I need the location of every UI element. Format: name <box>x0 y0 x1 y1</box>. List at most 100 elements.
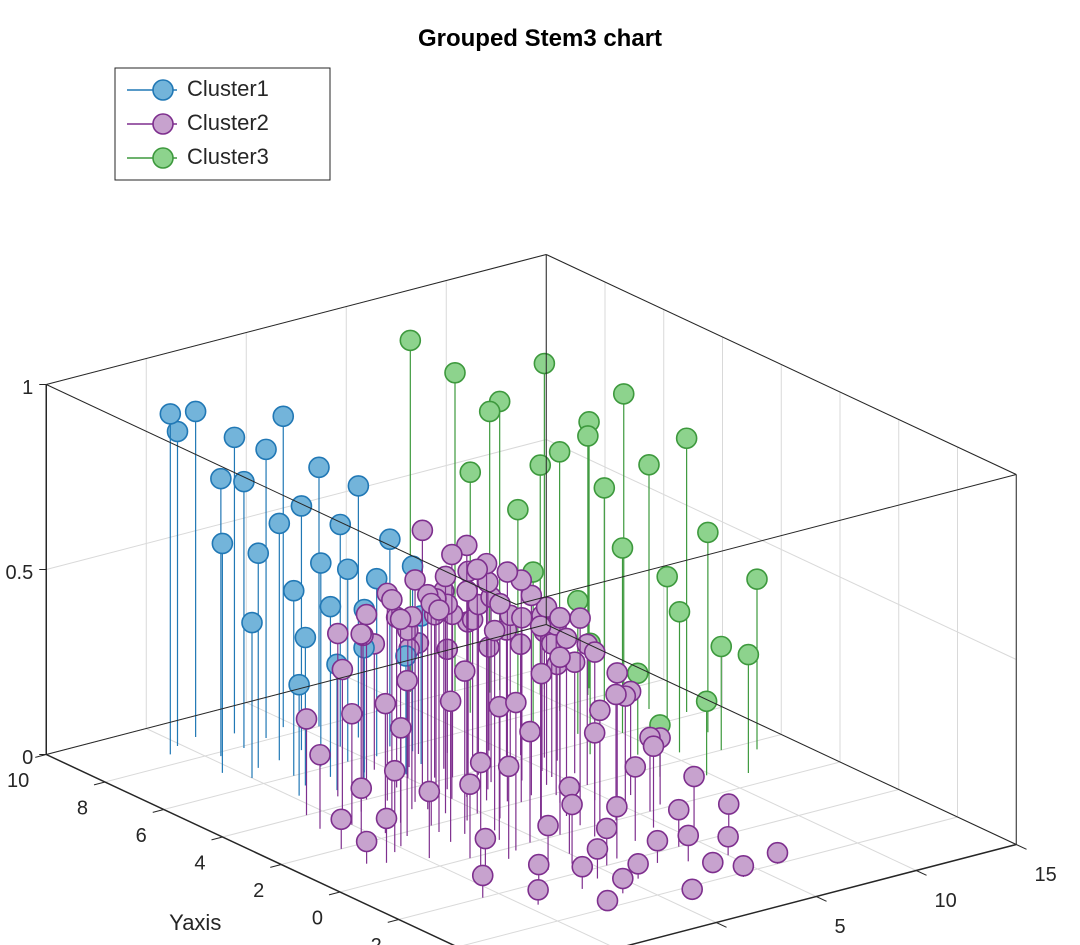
tick-label: 10 <box>7 770 29 792</box>
marker <box>391 718 411 738</box>
marker <box>684 767 704 787</box>
marker <box>534 354 554 374</box>
tick-label: Yaxis <box>169 910 221 935</box>
marker <box>419 781 439 801</box>
marker <box>613 538 633 558</box>
marker <box>375 694 395 714</box>
marker <box>211 469 231 489</box>
marker <box>436 566 456 586</box>
marker <box>528 880 548 900</box>
marker <box>614 384 634 404</box>
marker <box>657 567 677 587</box>
marker <box>572 857 592 877</box>
marker <box>289 675 309 695</box>
marker <box>597 818 617 838</box>
tick-label: 8 <box>77 797 88 819</box>
marker <box>457 581 477 601</box>
marker <box>397 671 417 691</box>
marker <box>678 825 698 845</box>
tick-label: 4 <box>194 852 205 874</box>
marker <box>625 757 645 777</box>
marker <box>357 831 377 851</box>
stem-plot <box>160 330 787 910</box>
marker <box>351 778 371 798</box>
marker <box>590 700 610 720</box>
marker <box>331 809 351 829</box>
tick-label: 1 <box>22 377 33 399</box>
marker <box>682 879 702 899</box>
marker <box>291 496 311 516</box>
marker <box>606 684 626 704</box>
tick-label: 10 <box>935 890 957 912</box>
marker <box>382 590 402 610</box>
tick-label: -2 <box>364 935 382 945</box>
marker <box>269 513 289 533</box>
marker <box>480 401 500 421</box>
tick-label: 0 <box>22 747 33 769</box>
marker <box>508 500 528 520</box>
marker <box>400 330 420 350</box>
marker <box>703 853 723 873</box>
marker <box>768 843 788 863</box>
marker <box>473 865 493 885</box>
legend-marker <box>153 114 173 134</box>
marker <box>471 753 491 773</box>
marker <box>429 600 449 620</box>
marker <box>467 559 487 579</box>
marker <box>538 816 558 836</box>
marker <box>506 693 526 713</box>
marker <box>256 439 276 459</box>
marker <box>499 756 519 776</box>
marker <box>295 628 315 648</box>
marker <box>585 723 605 743</box>
marker <box>698 522 718 542</box>
marker <box>273 406 293 426</box>
marker <box>628 663 648 683</box>
marker <box>747 569 767 589</box>
marker <box>338 559 358 579</box>
marker <box>512 608 532 628</box>
chart-title: Grouped Stem3 chart <box>418 25 662 52</box>
marker <box>455 661 475 681</box>
marker <box>475 829 495 849</box>
marker <box>578 426 598 446</box>
marker <box>224 427 244 447</box>
marker <box>550 647 570 667</box>
legend-label: Cluster2 <box>187 110 269 135</box>
marker <box>310 745 330 765</box>
marker <box>644 736 664 756</box>
marker <box>697 691 717 711</box>
marker <box>377 808 397 828</box>
marker <box>718 827 738 847</box>
marker <box>442 545 462 565</box>
marker <box>733 856 753 876</box>
marker <box>412 520 432 540</box>
marker <box>234 472 254 492</box>
marker <box>385 761 405 781</box>
marker <box>613 869 633 889</box>
marker <box>562 795 582 815</box>
marker <box>186 401 206 421</box>
marker <box>441 691 461 711</box>
tick-label: 2 <box>253 880 264 902</box>
marker <box>550 442 570 462</box>
marker <box>670 602 690 622</box>
marker <box>328 624 348 644</box>
marker <box>531 664 551 684</box>
marker <box>585 642 605 662</box>
marker <box>311 553 331 573</box>
marker <box>460 774 480 794</box>
marker <box>530 455 550 475</box>
legend-marker <box>153 148 173 168</box>
marker <box>607 797 627 817</box>
legend: Cluster1Cluster2Cluster3 <box>115 68 330 180</box>
marker <box>380 529 400 549</box>
marker <box>607 663 627 683</box>
marker <box>594 478 614 498</box>
marker <box>342 704 362 724</box>
marker <box>351 624 371 644</box>
marker <box>520 722 540 742</box>
tick-label: 6 <box>136 825 147 847</box>
marker <box>570 608 590 628</box>
marker <box>639 455 659 475</box>
